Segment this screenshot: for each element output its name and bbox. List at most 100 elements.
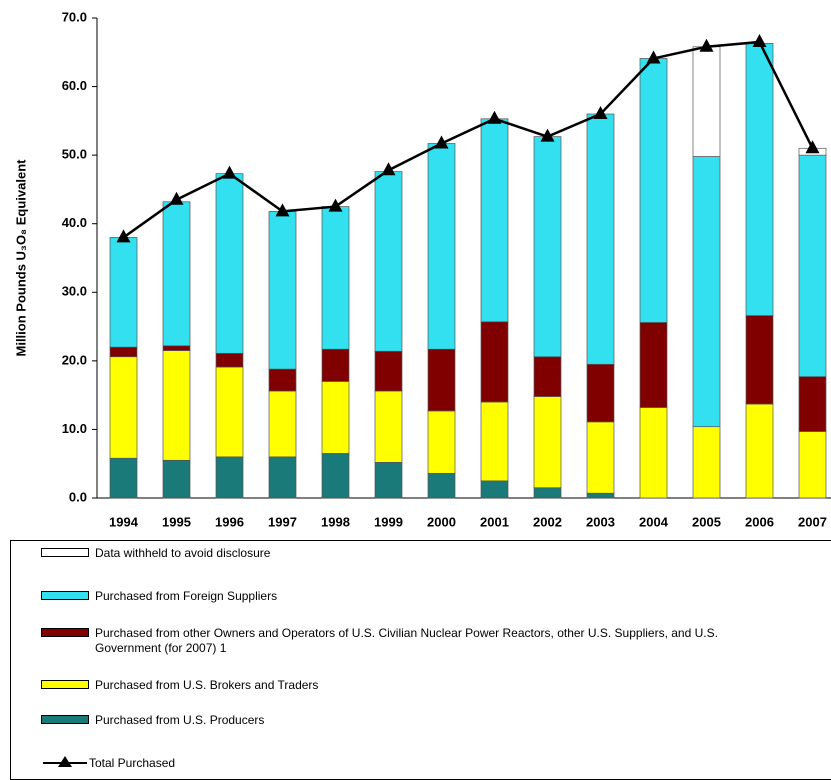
bar-segment	[215, 173, 244, 354]
total-marker	[434, 135, 449, 149]
bar-segment	[109, 346, 138, 358]
bar-segment	[162, 201, 191, 347]
legend-entry: Total Purchased	[41, 756, 175, 771]
bar-segment	[480, 401, 509, 482]
bar-segment	[480, 321, 509, 403]
total-marker	[646, 50, 661, 64]
x-tick-label: 2000	[427, 514, 456, 529]
bar-segment	[798, 431, 827, 499]
bar-segment	[374, 390, 403, 463]
bar-segment	[533, 356, 562, 397]
legend: Data withheld to avoid disclosure Purchas…	[10, 540, 831, 780]
bar-segment	[745, 315, 774, 405]
bar-segment	[321, 206, 350, 350]
bar-segment	[692, 426, 721, 499]
total-marker	[328, 198, 343, 212]
total-marker	[116, 229, 131, 243]
bar-segment	[639, 407, 668, 499]
total-marker	[752, 34, 767, 47]
chart: Million Pounds U₃O₈ Equivalent 0.0 10.0 20…	[13, 9, 831, 529]
bar-segment	[162, 459, 191, 499]
x-tick-label: 1997	[268, 514, 297, 529]
bar-segment	[427, 143, 456, 350]
bar-segment	[427, 410, 456, 474]
bar-segment	[374, 350, 403, 392]
x-tick-label: 1996	[215, 514, 244, 529]
legend-entry: Purchased from U.S. Producers	[41, 713, 264, 728]
bar-segment	[533, 136, 562, 358]
total-marker	[487, 110, 502, 124]
bar-segment	[321, 453, 350, 499]
bar-segment	[639, 58, 668, 323]
bar-segment	[268, 390, 297, 458]
total-marker	[805, 140, 820, 154]
y-tick-label: 50.0	[62, 147, 87, 162]
total-marker	[222, 165, 237, 179]
legend-label: Purchased from other Owners and Operator…	[95, 626, 718, 655]
legend-swatch	[41, 591, 89, 600]
bar-segment	[586, 113, 615, 365]
total-marker	[169, 191, 184, 205]
x-tick-label: 2002	[533, 514, 562, 529]
bar-segment	[480, 118, 509, 323]
y-tick-label: 40.0	[62, 215, 87, 230]
bar-segment	[215, 366, 244, 458]
bar-segment	[427, 472, 456, 499]
bar-segment	[321, 348, 350, 382]
x-tick-label: 2004	[639, 514, 669, 529]
legend-entry: Purchased from other Owners and Operator…	[41, 626, 735, 656]
y-tick-label: 10.0	[62, 421, 87, 436]
x-tick-label: 1998	[321, 514, 350, 529]
bar-segment	[321, 381, 350, 454]
bar-segment	[586, 421, 615, 494]
bar-segment	[109, 356, 138, 459]
x-tick-label: 2003	[586, 514, 615, 529]
y-tick-label: 20.0	[62, 352, 87, 367]
legend-label: Total Purchased	[89, 756, 176, 770]
bar-segment	[639, 322, 668, 408]
bar-segment	[109, 237, 138, 348]
bar-segment	[215, 352, 244, 368]
bar-segment	[374, 461, 403, 499]
bar-segment	[798, 154, 827, 377]
total-marker	[699, 38, 714, 52]
total-marker	[593, 106, 608, 119]
y-tick-label: 0.0	[69, 489, 87, 504]
legend-line	[43, 756, 87, 767]
legend-entry: Data withheld to avoid disclosure	[41, 546, 270, 561]
bar-segment	[480, 480, 509, 499]
x-tick-label: 1994	[109, 514, 139, 529]
bar-segment	[162, 350, 191, 461]
bar-segment	[586, 492, 615, 499]
legend-label: Data withheld to avoid disclosure	[95, 546, 271, 560]
legend-label: Purchased from U.S. Producers	[95, 713, 265, 727]
bar-segment	[268, 456, 297, 499]
legend-entry: Purchased from Foreign Suppliers	[41, 589, 277, 604]
legend-swatch	[41, 680, 89, 689]
total-marker	[381, 162, 396, 176]
bar-segment	[109, 457, 138, 499]
bar-segment	[215, 456, 244, 499]
bar-segment	[427, 348, 456, 412]
legend-label: Purchased from Foreign Suppliers	[95, 589, 278, 603]
total-marker	[540, 128, 555, 142]
total-line	[122, 40, 814, 239]
bar-segment	[745, 43, 774, 316]
bar-segment	[798, 376, 827, 432]
y-tick-label: 60.0	[62, 78, 87, 93]
legend-label: Purchased from U.S. Brokers and Traders	[95, 678, 319, 692]
bar-segment	[162, 345, 191, 351]
legend-entry: Purchased from U.S. Brokers and Traders	[41, 678, 318, 693]
bar-segment	[268, 368, 297, 392]
x-tick-label: 1995	[162, 514, 191, 529]
legend-swatch	[41, 715, 89, 724]
legend-swatch	[41, 628, 89, 637]
bar-segment	[374, 171, 403, 352]
x-tick-label: 2001	[480, 514, 509, 529]
bar-segment	[692, 46, 721, 157]
y-tick-label: 30.0	[62, 284, 87, 299]
bar-segment	[533, 487, 562, 499]
bar-segment	[745, 403, 774, 499]
x-tick-label: 2005	[692, 514, 721, 529]
total-marker	[275, 203, 290, 217]
